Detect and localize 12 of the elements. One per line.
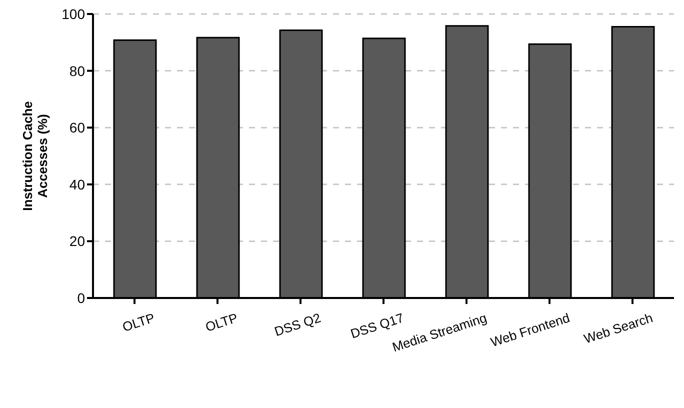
y-tick-label: 100	[62, 6, 86, 22]
y-tick-label: 20	[69, 233, 86, 250]
y-tick-label: 60	[69, 120, 86, 136]
x-tick-label: Web Search	[582, 310, 655, 346]
y-axis-title: Instruction Cache Accesses (%)	[20, 101, 50, 211]
x-tick-label: DSS Q2	[272, 310, 323, 340]
x-tick-label: OLTP	[120, 310, 157, 335]
y-tick-label: 0	[77, 290, 86, 306]
x-tick-label: DSS Q17	[348, 310, 406, 342]
x-tick-label: OLTP	[203, 310, 240, 335]
y-tick-label: 80	[69, 62, 86, 79]
y-tick-label: 40	[69, 176, 86, 192]
